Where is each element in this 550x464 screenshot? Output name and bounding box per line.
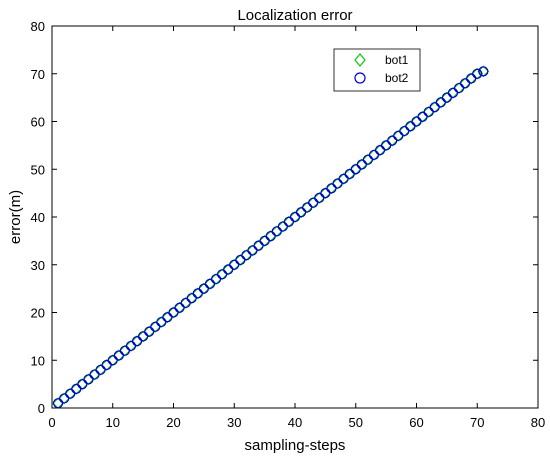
x-tick-label: 0 <box>48 415 55 430</box>
legend-diamond-marker <box>354 53 366 67</box>
series-layer <box>52 65 490 410</box>
bot2-point <box>478 66 489 77</box>
x-axis: 0 10 20 30 40 50 60 70 80 <box>48 26 545 430</box>
y-tick-label: 40 <box>31 210 45 225</box>
x-tick-label: 70 <box>470 415 484 430</box>
y-tick-label: 50 <box>31 162 45 177</box>
x-tick-label: 80 <box>531 415 545 430</box>
x-tick-label: 10 <box>106 415 120 430</box>
y-tick-label: 0 <box>38 401 45 416</box>
legend: bot1 bot2 <box>333 48 421 92</box>
y-tick-label: 10 <box>31 353 45 368</box>
legend-box <box>333 48 421 92</box>
y-tick-label: 20 <box>31 306 45 321</box>
y-axis-label: error(m) <box>7 190 24 244</box>
x-tick-label: 50 <box>349 415 363 430</box>
axes-box <box>51 25 539 409</box>
chart-title: Localization error <box>237 7 352 24</box>
legend-label-bot1: bot1 <box>385 53 409 67</box>
x-tick-label: 20 <box>166 415 180 430</box>
y-tick-label: 30 <box>31 258 45 273</box>
legend-item-bot2: bot2 <box>354 71 409 85</box>
x-axis-label: sampling-steps <box>245 437 346 454</box>
x-tick-label: 30 <box>227 415 241 430</box>
y-tick-label: 60 <box>31 115 45 130</box>
y-axis: 0 10 20 30 40 50 60 70 80 <box>31 19 538 416</box>
plot-area <box>51 25 539 409</box>
x-tick-label: 40 <box>288 415 302 430</box>
bot2-point <box>472 68 483 79</box>
legend-item-bot1: bot1 <box>354 53 409 67</box>
y-tick-label: 70 <box>31 67 45 82</box>
legend-label-bot2: bot2 <box>385 71 409 85</box>
y-tick-label: 80 <box>31 19 45 34</box>
x-tick-label: 60 <box>409 415 423 430</box>
series-bot2 <box>52 66 489 409</box>
legend-circle-marker <box>354 72 366 84</box>
